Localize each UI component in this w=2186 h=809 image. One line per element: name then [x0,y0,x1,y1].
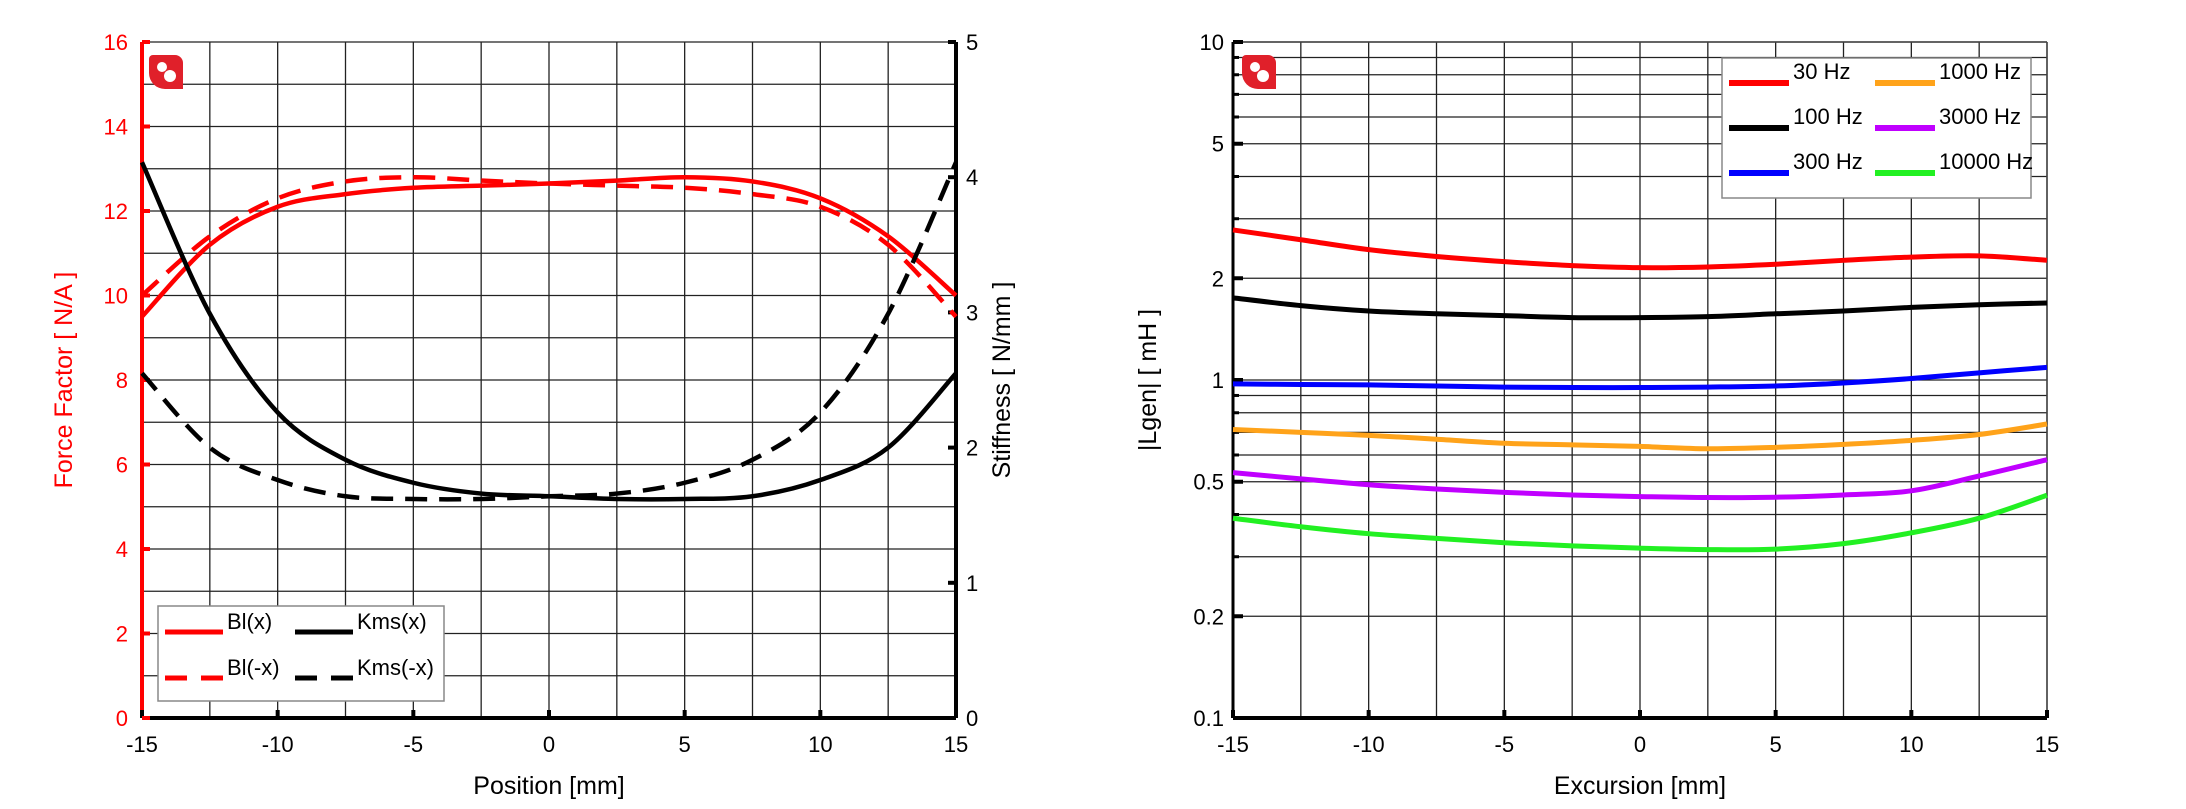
series-line-1000hz [1232,421,2048,452]
y-tick-label: 0.1 [1193,706,1224,731]
legend-box [157,605,445,702]
series-line-10000hz [1232,492,2048,553]
brand-logo-icon [1242,55,1276,89]
force-factor-stiffness-chart: -15 -10 -5 0 5 10 150246810121416012345Positio… [50,30,1016,800]
y-tick-label: 0.5 [1193,470,1224,495]
x-axis-title: Excursion [mm] [1554,772,1726,800]
y-tick-label: 8 [116,368,128,393]
legend-label: Kms(-x) [357,655,434,680]
y-tick-label: 4 [116,537,128,562]
y-tick-label: 6 [116,453,128,478]
x-tick-label: -10 [1353,732,1385,757]
logo-dot [1250,62,1260,72]
legend-label: Bl(x) [227,609,272,634]
logo-dot [157,62,167,72]
logo-dot [164,70,176,82]
brand-logo-icon [149,55,183,89]
legend-label: 1000 Hz [1939,59,2021,84]
series-line-30hz [1232,227,2048,271]
y2-tick-label: 1 [966,571,978,596]
y-tick-label: 10 [1200,30,1224,55]
y-tick-label: 10 [104,284,128,309]
series-line-kmsx [140,161,959,502]
series-line-3000hz [1232,457,2048,501]
legend-label: 300 Hz [1793,149,1863,174]
x-tick-label: 5 [679,732,691,757]
x-tick-label: 15 [944,732,968,757]
series-line-blx [140,174,958,319]
x-tick-label: -10 [262,732,294,757]
x-tick-label: 5 [1770,732,1782,757]
y-tick-label: 12 [104,199,128,224]
series-line-blx [140,174,958,319]
legend-label: 100 Hz [1793,104,1863,129]
x-axis-title: Position [mm] [473,772,624,800]
series-line-300hz [1232,364,2048,391]
legend: Bl(x) Bl(-x) Kms(x) Kms(-x) [157,605,445,702]
x-tick-label: 0 [1634,732,1646,757]
y-tick-label: 16 [104,30,128,55]
y-tick-label: 2 [1212,266,1224,291]
y2-tick-label: 4 [966,165,978,190]
legend: 30 Hz 100 Hz 300 Hz 1000 Hz 3000 Hz 10000 Hz [1721,57,2033,199]
legend-label: Kms(x) [357,609,427,634]
legend-label: 10000 Hz [1939,149,2033,174]
x-tick-label: 10 [808,732,832,757]
x-tick-label: -5 [1495,732,1515,757]
x-tick-label: 0 [543,732,555,757]
y-tick-label: 14 [104,115,128,140]
y2-tick-label: 3 [966,300,978,325]
y2-tick-label: 0 [966,706,978,731]
series-line-kmsx [139,161,958,502]
legend-label: Bl(-x) [227,655,280,680]
x-tick-label: -15 [1217,732,1249,757]
x-tick-label: -5 [404,732,424,757]
y-tick-label: 0.2 [1193,604,1224,629]
y2-tick-label: 5 [966,30,978,55]
y2-tick-label: 2 [966,436,978,461]
legend-label: 3000 Hz [1939,104,2021,129]
y-tick-label: 5 [1212,132,1224,157]
x-tick-label: -15 [126,732,158,757]
y-axis-title: Force Factor [ N/A ] [50,272,78,489]
inductance-chart: -15 -10 -5 0 5 10 15 0.1 0.2 0.5 1 2 5 10 Excursion [m… [1134,30,2059,800]
x-tick-label: 10 [1899,732,1923,757]
series-line-100hz [1232,295,2048,321]
y-tick-label: 0 [116,706,128,731]
y2-axis-title: Stiffness [ N/mm ] [988,282,1016,479]
legend-label: 30 Hz [1793,59,1850,84]
y-axis-title: |Lgen| [ mH ] [1134,309,1162,451]
y-tick-label: 1 [1212,368,1224,393]
logo-dot [1257,70,1269,82]
x-tick-label: 15 [2035,732,2059,757]
y-tick-label: 2 [116,622,128,647]
